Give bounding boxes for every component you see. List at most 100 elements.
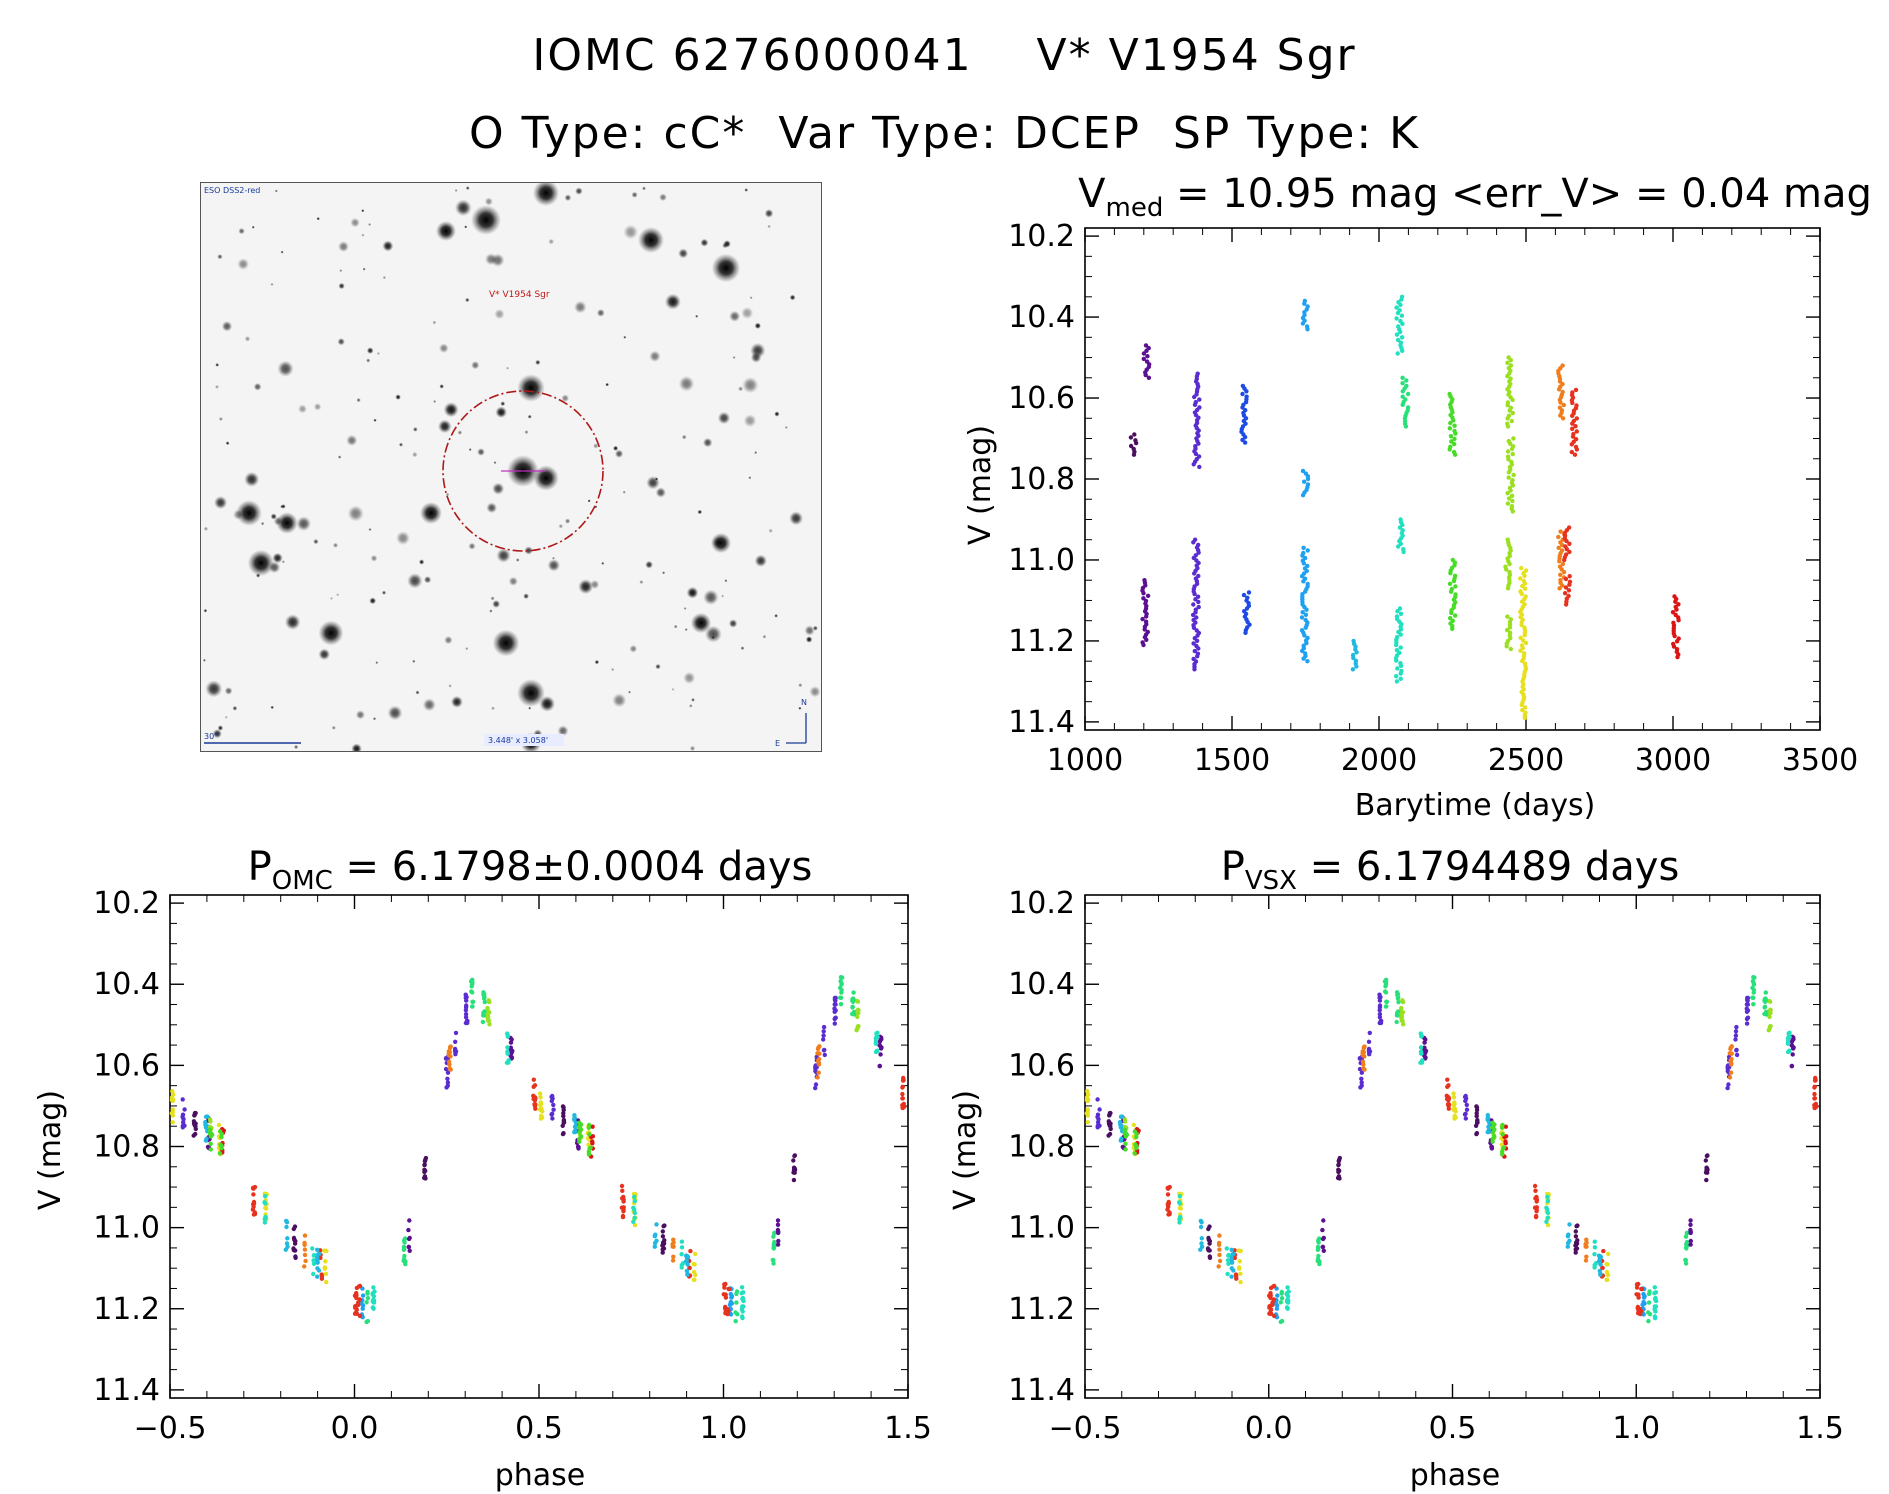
phase-omc-point [322, 1248, 327, 1253]
lightcurve-point [1302, 633, 1307, 638]
lightcurve-point [1508, 488, 1513, 493]
phase-vsx-point [1763, 990, 1769, 995]
phase-omc-point [620, 1188, 625, 1194]
star [629, 644, 638, 653]
star [465, 647, 469, 651]
phase-vsx-xtick-label: 0.5 [1429, 1411, 1477, 1446]
star [611, 667, 615, 672]
lightcurve-point [1511, 472, 1516, 478]
phase-omc-point [576, 1144, 581, 1150]
star [471, 361, 480, 370]
star [484, 197, 493, 206]
phase-omc-point [740, 1298, 746, 1303]
phase-omc-point [505, 1045, 510, 1050]
star [508, 576, 518, 586]
star [450, 695, 463, 708]
phase-vsx-point [1790, 1052, 1795, 1057]
phase-omc-point [407, 1248, 412, 1254]
lightcurve-point [1449, 439, 1454, 444]
phase-omc-point [832, 995, 838, 1001]
phase-omc-point [402, 1236, 408, 1241]
star [468, 542, 476, 550]
lightcurve-point [1556, 387, 1562, 392]
star [784, 426, 788, 429]
phase-omc-point [322, 1266, 327, 1271]
phase-vsx-point [1745, 1008, 1751, 1013]
lightcurve-point [1394, 332, 1400, 337]
phase-omc-point [182, 1107, 187, 1112]
phase-omc-point [508, 1047, 513, 1052]
phase-omc-point [875, 1034, 880, 1040]
phase-omc-point [506, 1058, 511, 1063]
phase-vsx-point [1395, 1010, 1400, 1015]
phase-vsx-point [1316, 1240, 1321, 1245]
phase-omc-point [505, 1049, 510, 1054]
phase-vsx-point [1728, 1070, 1734, 1075]
phase-omc-point [723, 1295, 729, 1300]
phase-omc-point [207, 1117, 213, 1122]
phase-omc-point [821, 1029, 826, 1034]
lightcurve-point [1451, 578, 1457, 584]
star [631, 191, 638, 198]
star [594, 659, 600, 665]
phase-omc-point [465, 1020, 470, 1026]
phase-omc-point [691, 1277, 697, 1283]
lightcurve-point [1508, 441, 1513, 446]
phase-omc-point [422, 1174, 428, 1179]
phase-omc-point [180, 1097, 185, 1102]
lightcurve-point [1558, 413, 1563, 418]
star [774, 613, 778, 618]
lightcurve-point [1452, 441, 1457, 447]
star [724, 579, 728, 583]
lightcurve-point [1453, 613, 1458, 618]
lightcurve-point [1519, 565, 1524, 571]
phase-omc-point [284, 1224, 289, 1230]
lightcurve-point [1570, 413, 1575, 418]
star [376, 351, 380, 356]
star [293, 744, 299, 750]
phase-vsx-point [1361, 1044, 1367, 1050]
star [564, 194, 572, 202]
lightcurve-point [1305, 548, 1310, 553]
phase-vsx-point [1357, 1066, 1363, 1072]
phase-omc-point [251, 1192, 256, 1197]
phase-vsx-point [1272, 1313, 1277, 1319]
lightcurve-point [1574, 416, 1580, 421]
phase-vsx-point [1812, 1105, 1817, 1111]
star [805, 636, 813, 643]
star [316, 217, 320, 221]
star [561, 394, 570, 403]
phase-vsx-point [1400, 1018, 1405, 1023]
phase-vsx-point [1684, 1245, 1689, 1250]
lightcurve-point [1303, 625, 1308, 630]
star [662, 571, 666, 575]
phase-vsx-point [1812, 1091, 1817, 1097]
phase-omc-point [875, 1030, 880, 1036]
phase-omc-point [453, 1049, 459, 1054]
star [412, 659, 416, 663]
star [485, 253, 497, 266]
lightcurve-point [1141, 356, 1147, 362]
star [486, 502, 498, 514]
lightcurve-point [1519, 591, 1525, 597]
lightcurve-point [1190, 612, 1196, 618]
lightcurve-point [1447, 426, 1453, 431]
lightcurve-point [1131, 452, 1137, 457]
star [382, 276, 386, 280]
phase-vsx-point [1451, 1091, 1456, 1096]
lightcurve-point [1404, 378, 1409, 383]
phase-vsx-point [1653, 1290, 1659, 1295]
lightcurve-point [1562, 591, 1568, 596]
phase-vsx-point [1446, 1083, 1451, 1088]
star [749, 296, 753, 300]
phase-omc-point [838, 995, 844, 1000]
lightcurve-point [1573, 424, 1578, 429]
phase-omc-point [481, 1013, 487, 1018]
phase-vsx-point [1567, 1222, 1572, 1227]
star [495, 406, 508, 418]
phase-omc-point [486, 1010, 491, 1015]
phase-omc-point [356, 1302, 361, 1308]
phase-vsx-point [1399, 1010, 1405, 1015]
phase-vsx-point [1361, 1062, 1366, 1067]
phase-omc-point [403, 1261, 408, 1267]
